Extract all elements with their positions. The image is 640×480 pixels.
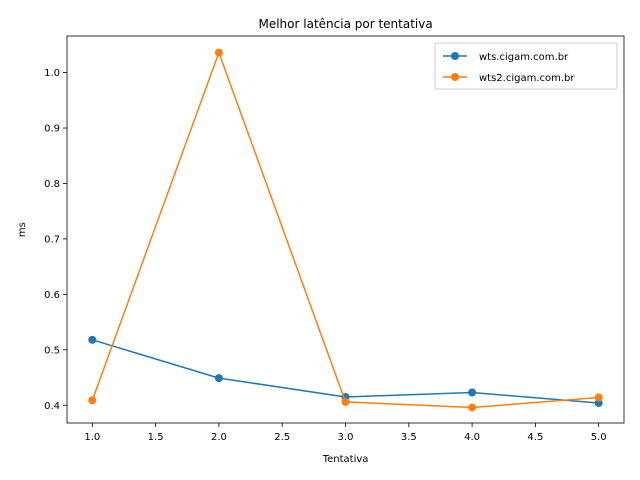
plot-area: 1.0 1.5 2.0 2.5 3.0 3.5 4.0 4.5 5.0 0.4 0.5 0.6 0.7 0… [44,35,625,443]
y-tick-label: 0.6 [44,290,60,301]
axes-frame [66,35,625,424]
series-1-point [468,388,477,397]
chart-title: Melhor latência por tentativa [258,17,432,31]
x-axis-label: Tentativa [322,454,369,465]
series-2-point [341,397,350,406]
series-1-point [594,399,603,408]
legend-label-2: wts2.cigam.com.br [479,73,575,84]
series-line-2 [91,50,599,409]
legend-marker-1 [451,52,459,60]
x-tick-label: 5.0 [591,432,607,443]
y-axis-label: ms [17,222,28,237]
y-tick-label: 0.4 [44,401,60,412]
series-2-point [468,403,477,412]
y-tick-label: 0.9 [44,124,60,135]
y-tick-label: 0.5 [44,345,60,356]
x-tick-label: 1.5 [148,432,164,443]
x-tick-label: 2.5 [274,432,290,443]
legend-marker-2 [451,73,459,81]
series-1-point [88,335,97,344]
legend-box [434,42,618,90]
x-tick-label: 4.5 [527,432,543,443]
legend-label-1: wts.cigam.com.br [479,52,569,63]
y-tick-label: 0.8 [44,179,60,190]
x-tick-label: 1.0 [84,432,100,443]
series-1-point [214,374,223,383]
x-tick-label: 2.0 [211,432,227,443]
y-tick-label: 1.0 [44,68,60,79]
series-2-point [88,396,97,405]
series-2-point [214,48,223,57]
series-2-point [594,393,603,402]
x-tick-label: 4.0 [464,432,480,443]
x-tick-label: 3.5 [401,432,417,443]
x-tick-label: 3.0 [338,432,354,443]
y-tick-label: 0.7 [44,234,60,245]
